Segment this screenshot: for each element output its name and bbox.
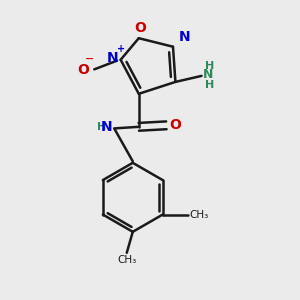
- Text: O: O: [77, 63, 89, 77]
- Text: N: N: [106, 51, 118, 65]
- Text: O: O: [134, 21, 146, 34]
- Text: N: N: [178, 30, 190, 44]
- Text: N: N: [101, 120, 113, 134]
- Text: N: N: [203, 68, 214, 81]
- Text: H: H: [205, 80, 214, 90]
- Text: +: +: [118, 44, 126, 54]
- Text: O: O: [169, 118, 181, 132]
- Text: CH₃: CH₃: [190, 210, 209, 220]
- Text: CH₃: CH₃: [117, 255, 136, 265]
- Text: −: −: [85, 54, 94, 64]
- Text: H: H: [98, 122, 107, 132]
- Text: H: H: [205, 61, 214, 71]
